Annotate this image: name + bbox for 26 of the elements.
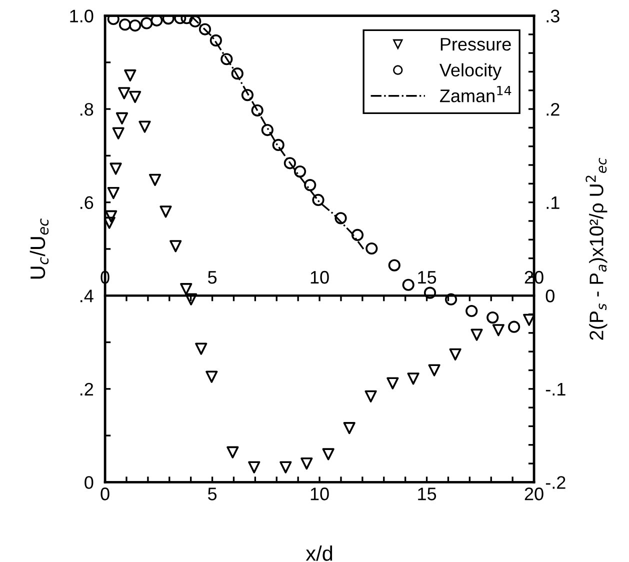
y-tick-label: .8 <box>80 102 94 116</box>
x-tick-label: 20 <box>524 488 544 500</box>
y-tick-label: .4 <box>80 290 94 302</box>
y2-tick-label: -.2 <box>546 476 566 489</box>
y2-tick-label: .2 <box>546 102 560 116</box>
y-tick-label: 0 <box>84 476 94 489</box>
y-tick-label: .6 <box>80 196 94 210</box>
y2-tick-label: .3 <box>546 10 560 22</box>
x2-tick-label: 15 <box>418 271 436 284</box>
x2-tick-label: 5 <box>208 271 217 284</box>
y-tick-label: 1.0 <box>70 10 94 22</box>
x-tick-label: 5 <box>208 488 217 500</box>
x-axis-title: x/d <box>306 546 332 561</box>
legend-label: Zaman$^{14}$ <box>440 86 512 102</box>
legend-label: Pressure <box>440 38 511 51</box>
y2-tick-label: -.1 <box>546 383 566 396</box>
y2-tick-label: 0 <box>546 290 554 302</box>
x2-tick-label: 10 <box>310 270 329 284</box>
y-axis-title: U$_{c}$/U$_{ec}$ <box>30 218 49 279</box>
y2-tick-label: .1 <box>546 196 560 209</box>
y2-axis-title: 2(P$_{s}$ - P$_{a}$)x10²/ρ U$^{2}$$_{ec}$ <box>586 158 608 340</box>
legend-label: Velocity <box>439 63 502 80</box>
x-tick-label: 15 <box>418 488 436 500</box>
y-tick-label: .2 <box>80 382 94 396</box>
x-tick-label: 10 <box>310 488 329 500</box>
x-tick-label: 0 <box>100 488 110 500</box>
